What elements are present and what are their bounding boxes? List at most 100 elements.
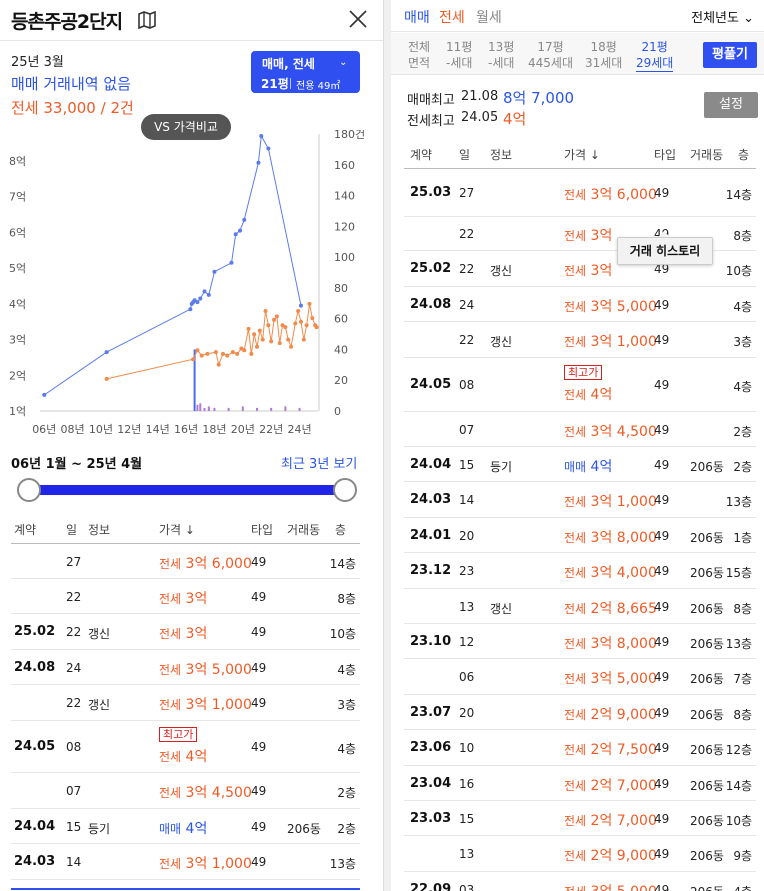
data-point [249,351,254,356]
column-header[interactable]: 가격 ↓ [159,523,195,537]
contract-month: 25.02 [14,624,56,639]
price-value: 4억 [590,387,613,403]
price-value: 4억 [590,459,613,475]
area-17[interactable]: 17평 445세대 [528,39,573,71]
floor: 12층 [725,743,752,757]
table-row[interactable]: 25.02 22 갱신 전세 3억 49 10층 [404,251,756,287]
area-18[interactable]: 18평 31세대 [585,39,622,71]
table-row[interactable]: 24.08 24 전세 3억 5,000 49 4층 [11,650,360,685]
floor: 10층 [725,814,752,828]
table-row[interactable]: 07 전세 3억 4,500 49 2층 [11,773,360,809]
contract-month: 25.03 [410,185,452,200]
contract-day: 06 [459,670,475,684]
recent-3y-link[interactable]: 최근 3년 보기 [281,457,358,472]
tab-jeonse[interactable]: 전세 [439,10,465,26]
y-right-tick-label: 60 [334,313,348,326]
column-header: 일 [459,148,471,162]
table-row[interactable]: 22 전세 3억 49 8층 [11,579,360,614]
data-point [220,351,225,356]
unit-type: 49 [251,590,267,604]
column-header: 계약 [14,523,37,537]
vs-compare-button[interactable]: VS 가격비교 [141,114,231,140]
contract-day: 16 [459,777,475,791]
sale-max-date: 21.08 [461,89,499,104]
table-row[interactable]: 07 전세 3억 4,500 49 2층 [404,412,756,447]
table-row[interactable]: 24.08 24 전세 3억 5,000 49 4층 [404,287,756,322]
y-right-tick-label: 0 [334,405,341,418]
column-header: 타입 [251,523,274,537]
area-13[interactable]: 13평 -세대 [488,39,514,71]
table-row[interactable]: 13 전세 2억 9,000 49 206동 9층 [404,836,756,872]
area-21[interactable]: 21평 29세대 [636,39,674,72]
data-point [195,300,200,305]
contract-day: 20 [459,706,475,720]
table-row[interactable]: 24.01 20 전세 3억 8,000 49 206동 1층 [404,518,756,553]
table-row[interactable]: 24.04 15 등기 매매 4억 49 206동 2층 [11,809,360,844]
area-all[interactable]: 전체 면적 [408,39,430,71]
data-point [274,314,279,319]
price-value: 3억 6,000 [185,556,252,572]
slider-handle-end[interactable] [333,478,357,502]
data-point [104,350,109,355]
area-11[interactable]: 11평 -세대 [446,39,472,71]
table-row[interactable]: 22 갱신 전세 3억 1,000 49 3층 [11,685,360,721]
unit-type: 49 [654,564,670,578]
trade-kind: 매매 [564,460,587,474]
price-value: 3억 [185,591,208,607]
x-tick-label: 10년 [89,423,113,436]
map-icon[interactable] [137,11,157,29]
slider-handle-start[interactable] [17,478,41,502]
rent-max-price: 4억 [503,110,527,128]
contract-month: 25.02 [410,261,452,276]
table-row[interactable]: 24.03 14 전세 3억 1,000 49 13층 [404,482,756,518]
trade-price: 매매 4억 [159,818,207,838]
year-select-label: 전체년도 [691,11,739,26]
table-row[interactable]: 22 갱신 전세 3억 1,000 49 3층 [404,322,756,358]
table-row[interactable]: 24.05 08 최고가 전세 4억 49 4층 [11,721,360,773]
x-tick-label: 06년 [32,423,56,436]
column-header[interactable]: 가격 ↓ [564,148,600,162]
trade-type-selector[interactable]: 매매, 전세 ⌄ 21평 전용 49㎡ [251,51,360,93]
unit-type: 49 [654,333,670,347]
trade-kind: 전세 [564,264,587,278]
pyeong-button[interactable]: 평풀기 [703,42,757,68]
floor: 4층 [733,300,752,314]
contract-day: 07 [459,423,475,437]
table-row[interactable]: 23.06 10 전세 2억 7,500 49 206동 12층 [404,730,756,766]
tab-monthly[interactable]: 월세 [476,10,502,26]
table-row[interactable]: 23.03 15 전세 2억 7,000 49 206동 10층 [404,801,756,836]
table-row[interactable]: 25.02 22 갱신 전세 3억 49 10층 [11,614,360,650]
table-row[interactable]: 23.10 12 전세 3억 8,000 49 206동 13층 [404,624,756,659]
table-row[interactable]: 25.03 27 전세 3억 6,000 49 14층 [404,169,756,217]
table-row[interactable]: 27 전세 3억 6,000 49 14층 [11,544,360,579]
table-row[interactable]: 23.12 23 전세 3억 4,000 49 206동 15층 [404,553,756,589]
area-sub: -세대 [446,56,473,70]
table-row[interactable]: 06 전세 3억 5,000 49 206동 7층 [404,659,756,695]
sale-max-label: 매매최고 [407,93,455,108]
range-slider[interactable] [17,478,357,502]
tab-sale[interactable]: 매매 [404,10,430,26]
table-row[interactable]: 24.05 08 최고가 전세 4억 49 4층 [404,358,756,412]
table-row[interactable]: 24.03 14 전세 3억 1,000 49 13층 [11,844,360,880]
table-row[interactable]: 23.04 16 전세 2억 7,000 49 206동 14층 [404,766,756,801]
contract-month: 24.08 [410,297,452,312]
contract-day: 08 [459,378,475,392]
year-select[interactable]: 전체년도 ⌄ [691,7,754,26]
table-row[interactable]: 23.07 20 전세 2억 9,000 49 206동 8층 [404,695,756,730]
left-trade-table: 계약 일 정보 가격 ↓ 타입 거래동 층 27 전세 3억 6,000 49 14층 22 전세 3억… [11,516,360,888]
unit-type: 49 [251,661,267,675]
data-point [260,337,265,342]
close-icon[interactable] [348,9,368,29]
table-row[interactable]: 24.04 15 등기 매매 4억 49 206동 2층 [404,447,756,482]
contract-day: 08 [66,740,82,754]
settings-button[interactable]: 설정 [704,92,758,118]
contract-month: 24.03 [410,492,452,507]
data-point [188,307,193,312]
data-point [104,376,109,381]
unit-type: 49 [251,740,267,754]
data-point [266,323,271,328]
table-row[interactable]: 13 갱신 전세 2억 8,665 49 206동 8층 [404,589,756,624]
floor: 4층 [337,663,356,677]
data-point [198,296,203,301]
